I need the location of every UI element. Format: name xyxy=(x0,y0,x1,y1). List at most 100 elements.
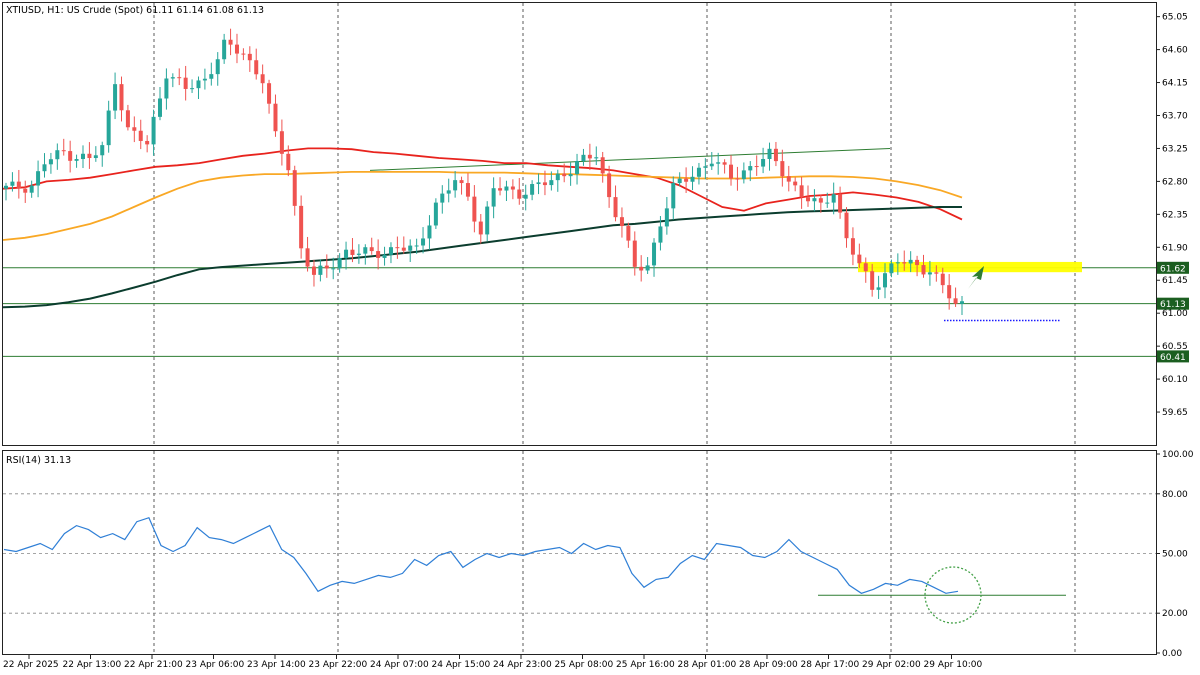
price-level-label: 61.13 xyxy=(1160,300,1186,310)
candle-body-bull xyxy=(927,272,932,275)
rsi-tick-label: 100.00 xyxy=(1162,450,1194,460)
price-level-label: 60.41 xyxy=(1160,353,1186,363)
candle-body-bull xyxy=(831,194,836,203)
candles xyxy=(4,28,964,315)
ma-line-mid xyxy=(2,170,963,241)
price-level-badge xyxy=(1157,261,1189,274)
time-tick-label: 24 Apr 07:00 xyxy=(370,660,429,670)
candle-body-bear xyxy=(292,170,297,206)
candle-body-bull xyxy=(48,159,53,165)
candle-body-bear xyxy=(684,178,689,182)
candle-body-bull xyxy=(222,39,227,60)
price-grid xyxy=(153,3,1076,444)
candle-body-bear xyxy=(395,247,400,249)
rsi-highlight-circle xyxy=(924,566,982,624)
time-tick-label: 25 Apr 08:00 xyxy=(555,660,614,670)
candle-body-bull xyxy=(337,257,342,269)
candle-body-bear xyxy=(517,189,522,199)
resistance-zone xyxy=(858,261,1082,273)
candle-body-bull xyxy=(536,182,541,185)
candle-body-bear xyxy=(228,39,233,45)
candle-body-bull xyxy=(74,159,79,161)
candle-body-bull xyxy=(100,145,105,156)
candle-body-bull xyxy=(530,184,535,195)
price-tick-label: 60.55 xyxy=(1162,342,1188,352)
candle-body-bear xyxy=(940,273,945,286)
price-level-badge xyxy=(1157,350,1189,363)
candle-body-bear xyxy=(773,148,778,162)
candle-body-bull xyxy=(709,163,714,167)
candle-body-bull xyxy=(80,153,85,160)
price-level-label: 61.62 xyxy=(1160,264,1186,274)
candle-body-bear xyxy=(472,196,477,222)
rsi-tick-label: 20.00 xyxy=(1162,609,1188,619)
annotations xyxy=(944,266,1060,322)
candle-body-bear xyxy=(722,162,727,165)
candle-body-bear xyxy=(953,298,958,304)
candle-body-bull xyxy=(671,183,676,209)
candle-body-bull xyxy=(363,247,368,254)
candle-body-bear xyxy=(838,194,843,213)
candle-body-bear xyxy=(735,178,740,180)
candle-body-bull xyxy=(190,88,195,90)
candle-body-bear xyxy=(626,226,631,241)
price-tick-label: 60.10 xyxy=(1162,375,1188,385)
candle-body-bull xyxy=(883,273,888,288)
candle-body-bull xyxy=(170,77,175,79)
candle-body-bull xyxy=(36,171,41,186)
candle-body-bull xyxy=(523,194,528,199)
candle-body-bull xyxy=(549,180,554,186)
price-tick-label: 65.05 xyxy=(1162,13,1188,23)
candle-body-bear xyxy=(786,176,791,182)
candle-body-bull xyxy=(196,80,201,89)
candle-body-bull xyxy=(356,253,361,255)
candle-body-bull xyxy=(761,158,766,167)
candle-body-bear xyxy=(125,110,130,128)
candle-body-bear xyxy=(915,259,920,266)
candle-body-bear xyxy=(234,44,239,54)
candle-body-bear xyxy=(61,150,66,152)
arrow-icon xyxy=(968,266,984,289)
candle-body-bull xyxy=(812,198,817,202)
candle-body-bull xyxy=(748,166,753,171)
candle-body-bear xyxy=(350,249,355,255)
candle-body-bull xyxy=(960,301,964,304)
time-tick-label: 28 Apr 09:00 xyxy=(739,660,798,670)
candle-body-bull xyxy=(421,238,426,246)
candle-body-bull xyxy=(157,98,162,117)
rsi-title: RSI(14) 31.13 xyxy=(6,455,71,466)
candle-body-bear xyxy=(324,265,329,269)
rsi-series xyxy=(3,516,959,594)
rsi-tick-label: 80.00 xyxy=(1162,490,1188,500)
candle-body-bear xyxy=(639,266,644,271)
candle-body-bear xyxy=(145,140,150,145)
candle-body-bull xyxy=(594,157,599,159)
candle-body-bull xyxy=(453,180,458,191)
price-tick-label: 59.65 xyxy=(1162,408,1188,418)
time-tick-label: 23 Apr 14:00 xyxy=(247,660,306,670)
candle-body-bull xyxy=(209,74,214,79)
price-tick-label: 63.70 xyxy=(1162,111,1188,121)
candle-body-bull xyxy=(703,166,708,168)
candle-body-bull xyxy=(696,167,701,177)
ma-line-slow xyxy=(2,206,962,309)
candle-body-bull xyxy=(716,162,721,164)
candle-body-bull xyxy=(29,185,34,193)
candle-body-bear xyxy=(562,173,567,177)
ma-line-fast xyxy=(2,147,963,221)
trendline xyxy=(369,147,891,171)
candle-body-bear xyxy=(510,186,515,190)
candle-body-bear xyxy=(780,161,785,177)
candle-body-bear xyxy=(87,153,92,159)
candle-body-bull xyxy=(433,202,438,226)
candle-body-bear xyxy=(632,240,637,267)
rsi-panel: 100.00 80.00 50.00 20.00 0.00 RSI(14) 31.13 xyxy=(2,450,1194,659)
candle-body-bear xyxy=(870,271,875,290)
candle-body-bull xyxy=(414,245,419,247)
candle-body-bull xyxy=(113,84,118,111)
candle-body-bear xyxy=(498,188,503,191)
candle-body-bull xyxy=(408,245,413,251)
candle-body-bear xyxy=(799,185,804,198)
candle-body-bull xyxy=(555,173,560,181)
chart-title: XTIUSD, H1: US Crude (Spot) 61.11 61.14 … xyxy=(6,5,264,16)
